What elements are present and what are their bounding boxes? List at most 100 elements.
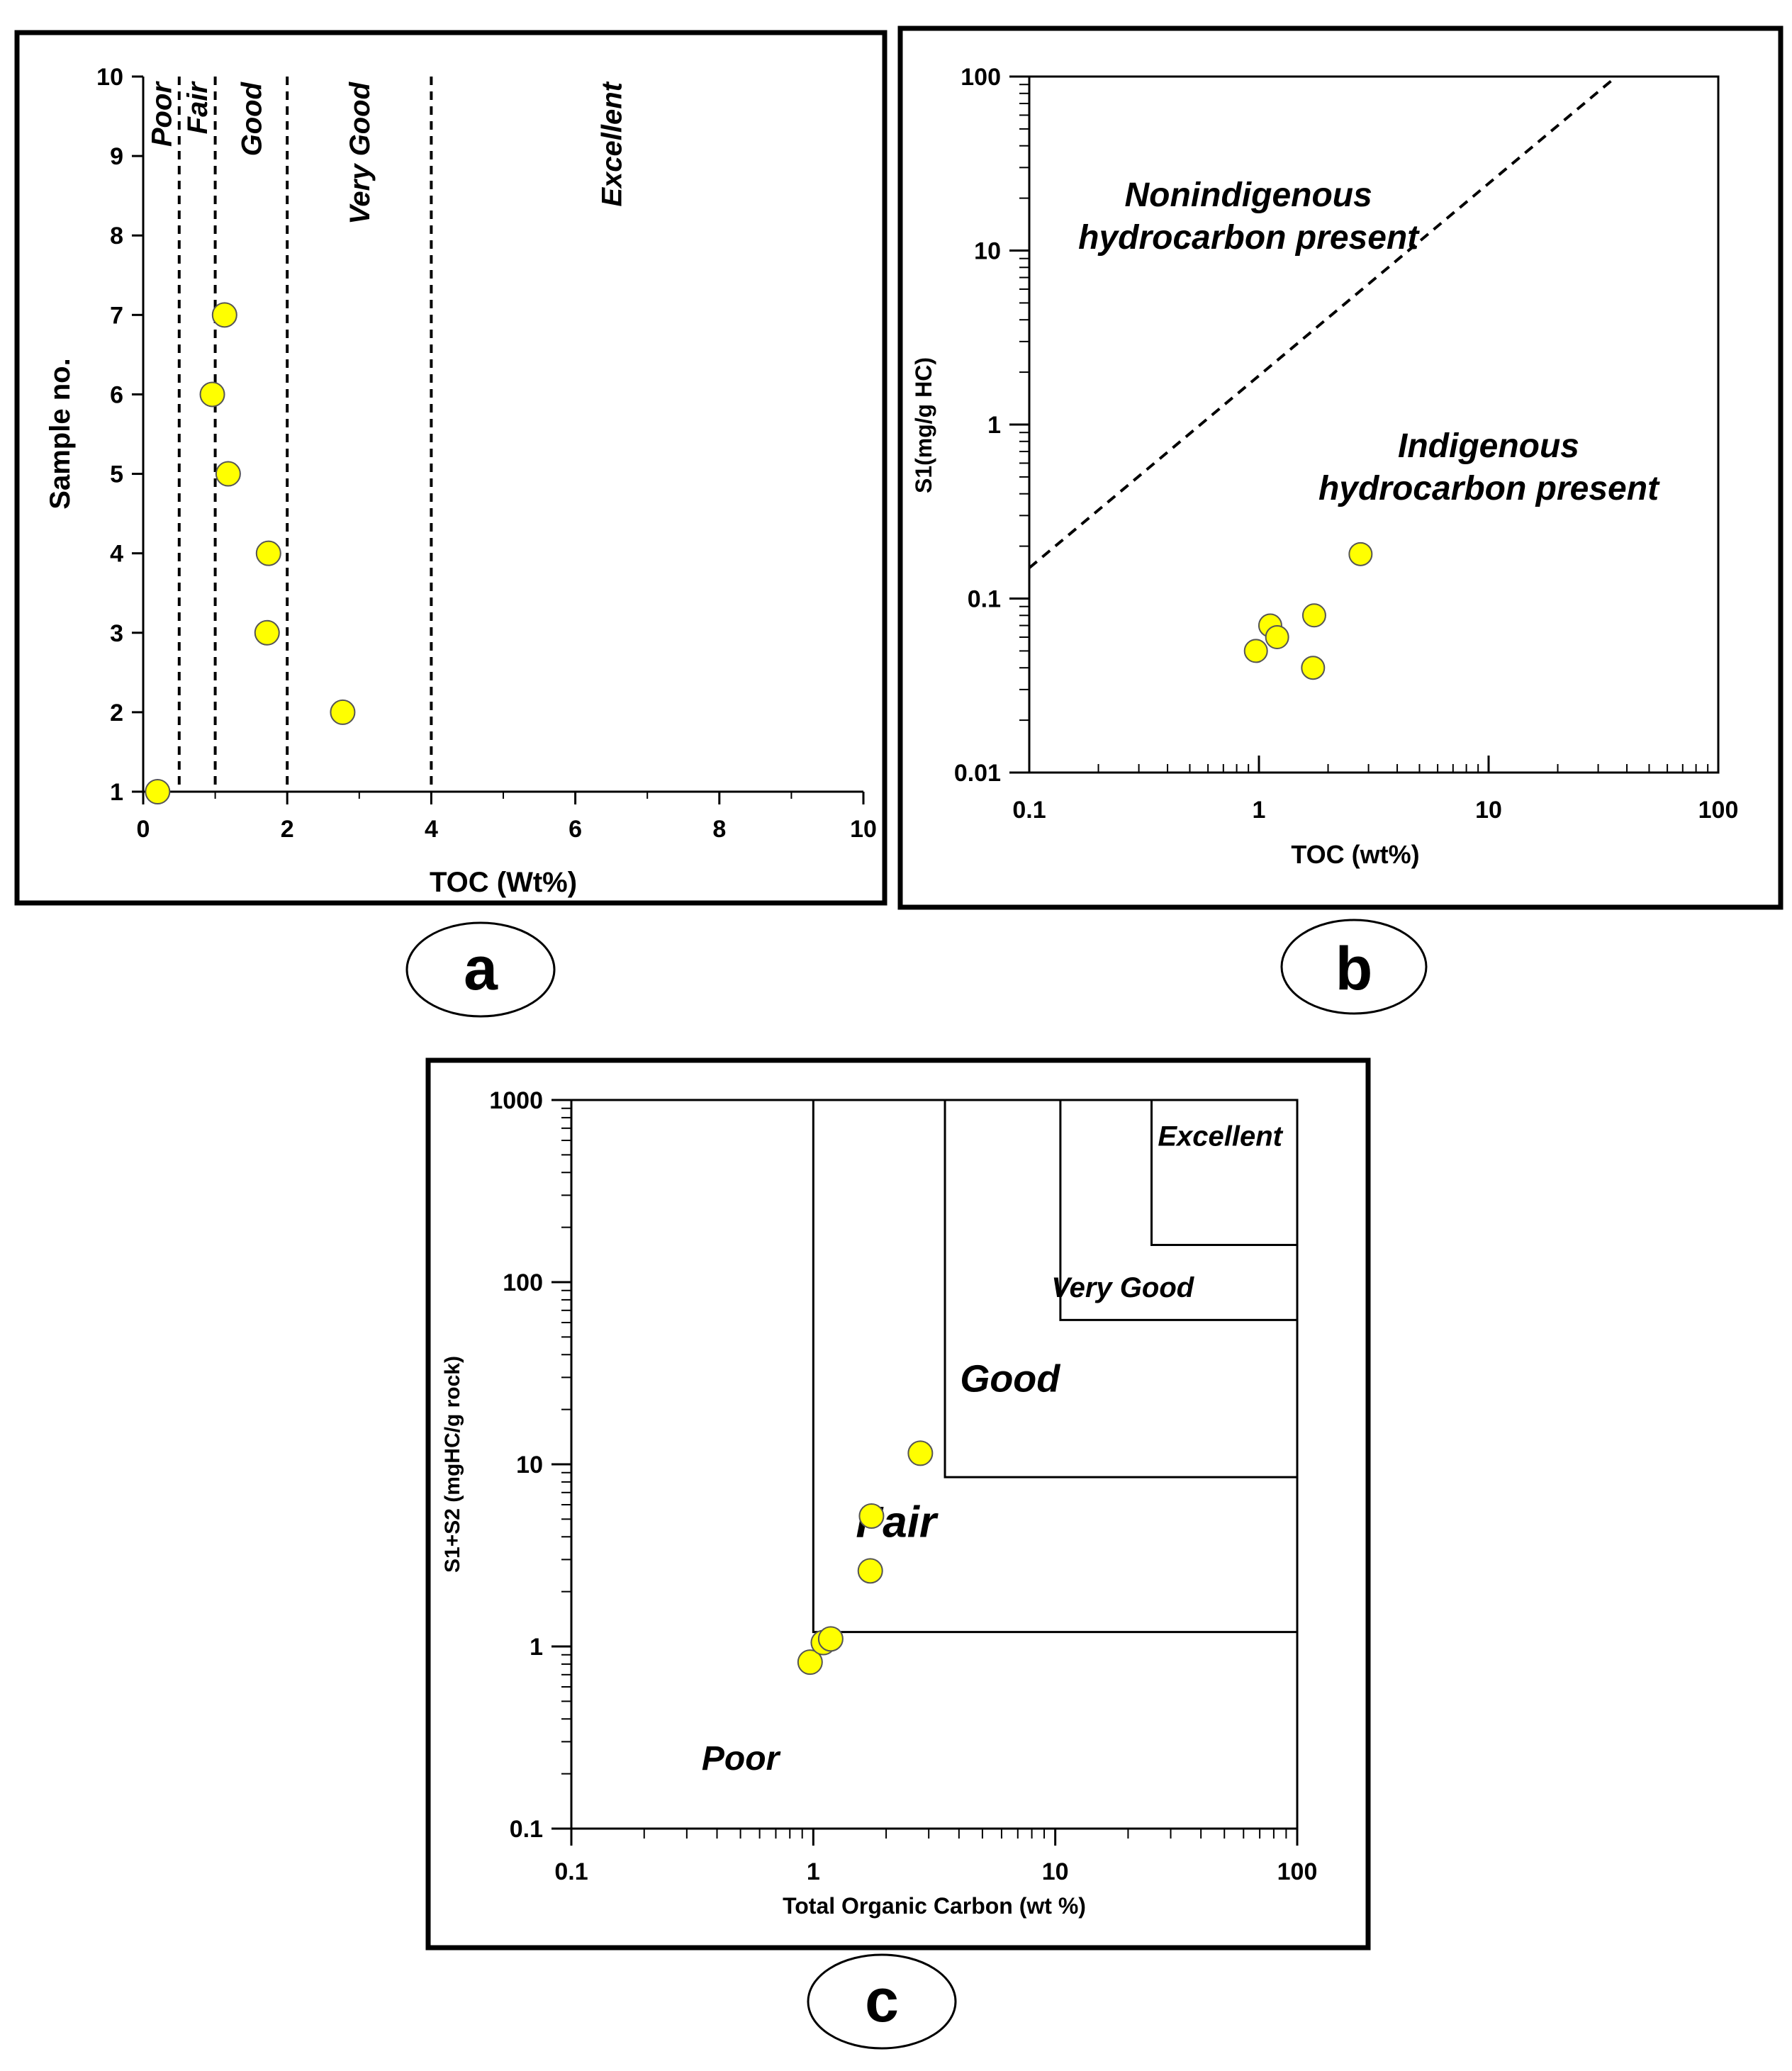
- x-tick-label: 0.1: [554, 1858, 588, 1885]
- panel-c-frame: [425, 1057, 1371, 1951]
- zone-label: Good: [960, 1358, 1060, 1401]
- panel-a-zone-labels: Poor Fair Good Very Good Excellent: [146, 81, 627, 225]
- zone-label: Very Good: [1051, 1272, 1194, 1303]
- y-tick-label: 0.1: [510, 1816, 543, 1843]
- panel-b: 0.1 1 10 100 0.01 0.1 1 10 100 Nonindigenous hyd…: [897, 26, 1783, 910]
- zone-boundary: [812, 1100, 1297, 1634]
- y-tick-label: 6: [110, 381, 123, 408]
- panel-a-y-ticks: 1 2 3 4 5 6 7 8 9 10: [96, 64, 143, 806]
- panel-a-x-ticks: 0 2 4 6 8 10: [137, 792, 877, 843]
- region-annotation-line: Indigenous: [1398, 427, 1579, 465]
- x-tick-label: 100: [1277, 1858, 1318, 1885]
- panel-a-y-axis-title: Sample no.: [45, 358, 76, 509]
- panel-label-c-text: c: [865, 1967, 899, 2035]
- data-point: [857, 1558, 883, 1584]
- zone-boundary: [1150, 1100, 1297, 1247]
- x-tick-label: 8: [712, 816, 726, 843]
- panel-a-x-axis-title: TOC (Wt%): [430, 867, 577, 898]
- data-point: [215, 461, 241, 487]
- panel-c-points: [797, 1440, 934, 1676]
- data-point: [817, 1626, 844, 1652]
- region-annotation-line: hydrocarbon present: [1318, 470, 1660, 507]
- data-point: [1243, 639, 1268, 663]
- panel-b-x-axis-title: TOC (wt%): [1291, 840, 1419, 869]
- data-point: [1301, 603, 1326, 628]
- panel-a-threshold-lines: [177, 77, 433, 792]
- panel-a-frame: [14, 30, 887, 906]
- zone-label: Good: [236, 81, 267, 156]
- x-tick-label: 10: [1042, 1858, 1069, 1885]
- data-point: [1348, 541, 1373, 566]
- data-point: [199, 381, 225, 408]
- zone-boundary: [943, 1100, 1297, 1478]
- y-tick-label: 7: [110, 302, 123, 329]
- panel-a-points: [145, 302, 356, 804]
- zone-boundary: [1059, 1100, 1297, 1321]
- y-tick-label: 4: [110, 541, 123, 568]
- data-point: [858, 1503, 885, 1529]
- zone-label: Poor: [146, 81, 177, 147]
- data-point: [255, 540, 281, 566]
- y-tick-label: 0.1: [968, 586, 1001, 613]
- x-tick-label: 100: [1698, 797, 1739, 824]
- y-tick-label: 8: [110, 223, 123, 249]
- y-tick-label: 1: [987, 412, 1001, 439]
- panel-label-b-text: b: [1335, 935, 1373, 1003]
- y-tick-label: 100: [961, 64, 1001, 91]
- y-tick-label: 3: [110, 620, 123, 647]
- y-tick-label: 9: [110, 143, 123, 170]
- data-point: [907, 1440, 934, 1466]
- panel-label-b: b: [1280, 919, 1428, 1015]
- y-tick-label: 5: [110, 461, 123, 488]
- x-tick-label: 4: [425, 816, 438, 843]
- y-tick-label: 10: [974, 238, 1001, 265]
- panel-label-c: c: [807, 1953, 957, 2050]
- y-tick-label: 2: [110, 700, 123, 726]
- y-tick-label: 1: [110, 779, 123, 806]
- panel-c-plot: 0.1 1 10 100 0.1 1 10 100 1000 Excellent Very Go…: [441, 1087, 1317, 1919]
- zone-label: Poor: [702, 1740, 781, 1778]
- y-tick-label: 10: [516, 1452, 543, 1478]
- data-point: [145, 779, 171, 804]
- x-tick-label: 1: [1253, 797, 1266, 824]
- data-point: [211, 302, 237, 328]
- panel-b-x-ticks: 0.1 1 10 100: [1012, 756, 1738, 824]
- region-annotation-line: hydrocarbon present: [1078, 219, 1420, 257]
- data-point: [1301, 656, 1326, 680]
- zone-label: Excellent: [596, 81, 627, 206]
- y-tick-label: 0.01: [954, 760, 1001, 787]
- panel-b-points: [1243, 541, 1373, 680]
- panel-c-x-axis-title: Total Organic Carbon (wt %): [783, 1893, 1086, 1919]
- zone-label: Excellent: [1158, 1121, 1283, 1152]
- y-tick-label: 10: [96, 64, 123, 91]
- x-tick-label: 0.1: [1012, 797, 1046, 824]
- x-tick-label: 1: [807, 1858, 820, 1885]
- data-point: [330, 699, 356, 725]
- panel-c-x-ticks: 0.1 1 10 100: [554, 1829, 1317, 1885]
- y-tick-label: 1000: [489, 1087, 543, 1114]
- x-tick-label: 2: [281, 816, 294, 843]
- panel-b-y-ticks: 0.01 0.1 1 10 100: [954, 64, 1029, 787]
- y-tick-label: 100: [503, 1269, 543, 1296]
- data-point: [254, 619, 280, 646]
- y-tick-label: 1: [530, 1634, 543, 1661]
- zone-label: Fair: [182, 81, 213, 135]
- panel-label-b-ellipse: [1280, 919, 1428, 1015]
- panel-label-c-ellipse: [807, 1953, 957, 2050]
- x-tick-label: 10: [850, 816, 877, 843]
- region-annotation-line: Nonindigenous: [1125, 176, 1372, 214]
- data-point: [797, 1649, 823, 1676]
- panel-c-y-axis-title: S1+S2 (mgHC/g rock): [441, 1356, 464, 1573]
- panel-c: 0.1 1 10 100 0.1 1 10 100 1000 Excellent Very Go…: [425, 1057, 1371, 1951]
- panel-b-annotations: Nonindigenous hydrocarbon present Indigeno…: [1028, 75, 1660, 569]
- panel-c-plot-border: [570, 1099, 1299, 1830]
- x-tick-label: 10: [1475, 797, 1502, 824]
- x-tick-label: 6: [569, 816, 582, 843]
- panel-label-a-text: a: [464, 935, 498, 1003]
- boundary-dashed-line: [1028, 75, 1618, 569]
- x-tick-label: 0: [137, 816, 150, 843]
- panel-label-a: a: [405, 921, 556, 1018]
